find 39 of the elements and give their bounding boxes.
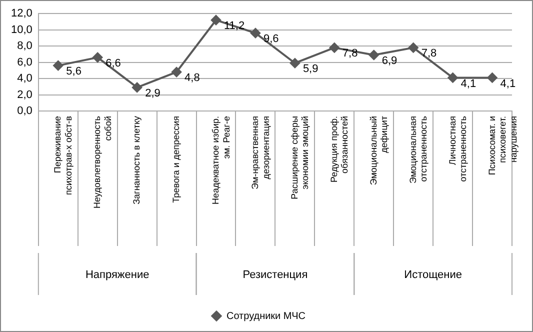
y-tick-label: 6,0: [17, 56, 32, 68]
data-label: 9,6: [263, 33, 279, 46]
data-label: 7,8: [421, 48, 437, 60]
text: Напряжение: [85, 269, 150, 282]
x-tick-label: Тревога и депрессия: [171, 116, 182, 203]
point: [368, 50, 379, 60]
data-label: 2,9: [145, 87, 160, 100]
data-label: 4,8: [184, 72, 200, 84]
y-tick-label: 10,0: [10, 24, 32, 36]
point: [132, 82, 142, 92]
point: [211, 15, 222, 26]
text: Истощение: [404, 269, 462, 282]
x-tick-label: Загнанность в клетку: [132, 116, 142, 204]
legend-label: Сотрудники МЧС: [226, 310, 306, 322]
point: [290, 58, 300, 68]
y-tick-label: 4,0: [17, 72, 32, 85]
point: [250, 28, 260, 38]
point: [92, 52, 103, 62]
x-tick-label: Неадекватное избир. эм. Реаг-е: [210, 116, 232, 205]
data-label: 5,6: [66, 66, 82, 78]
y-tick-label: 8,0: [17, 40, 32, 52]
point: [487, 72, 498, 83]
x-tick-label: Переживание психотрав-х обст-в: [52, 116, 74, 195]
point: [53, 60, 64, 71]
point: [172, 67, 182, 78]
data-label: 6,6: [106, 57, 121, 70]
text: Резистенция: [242, 269, 308, 282]
point: [329, 42, 340, 53]
data-label: 6,9: [382, 55, 398, 68]
y-tick-label: 2,0: [17, 88, 32, 101]
data-label: 4,1: [500, 78, 516, 90]
data-label: 5,9: [302, 63, 318, 76]
data-label: 4,1: [460, 78, 476, 90]
point: [408, 42, 418, 53]
y-tick-label: 0,0: [17, 105, 32, 118]
point: [448, 72, 458, 83]
data-label: 7,8: [342, 48, 358, 60]
y-tick-label: 12,0: [10, 8, 32, 20]
x-tick-label: Неудовлетворенность собой: [92, 116, 113, 208]
